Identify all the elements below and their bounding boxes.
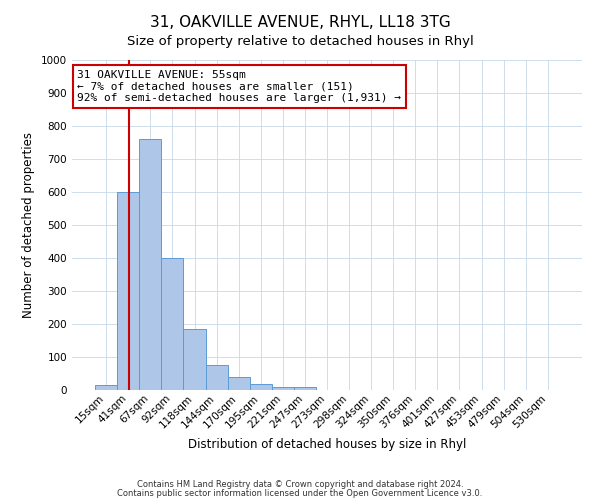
Bar bbox=[95, 385, 117, 390]
Bar bbox=[250, 384, 272, 390]
Bar bbox=[227, 377, 250, 390]
Bar bbox=[206, 365, 227, 390]
Y-axis label: Number of detached properties: Number of detached properties bbox=[22, 132, 35, 318]
X-axis label: Distribution of detached houses by size in Rhyl: Distribution of detached houses by size … bbox=[188, 438, 466, 451]
Text: Contains public sector information licensed under the Open Government Licence v3: Contains public sector information licen… bbox=[118, 488, 482, 498]
Text: Size of property relative to detached houses in Rhyl: Size of property relative to detached ho… bbox=[127, 35, 473, 48]
Bar bbox=[294, 386, 316, 390]
Bar bbox=[184, 329, 206, 390]
Text: 31, OAKVILLE AVENUE, RHYL, LL18 3TG: 31, OAKVILLE AVENUE, RHYL, LL18 3TG bbox=[149, 15, 451, 30]
Bar bbox=[117, 192, 139, 390]
Bar bbox=[272, 386, 294, 390]
Text: 31 OAKVILLE AVENUE: 55sqm
← 7% of detached houses are smaller (151)
92% of semi-: 31 OAKVILLE AVENUE: 55sqm ← 7% of detach… bbox=[77, 70, 401, 103]
Bar bbox=[161, 258, 184, 390]
Bar bbox=[139, 139, 161, 390]
Text: Contains HM Land Registry data © Crown copyright and database right 2024.: Contains HM Land Registry data © Crown c… bbox=[137, 480, 463, 489]
